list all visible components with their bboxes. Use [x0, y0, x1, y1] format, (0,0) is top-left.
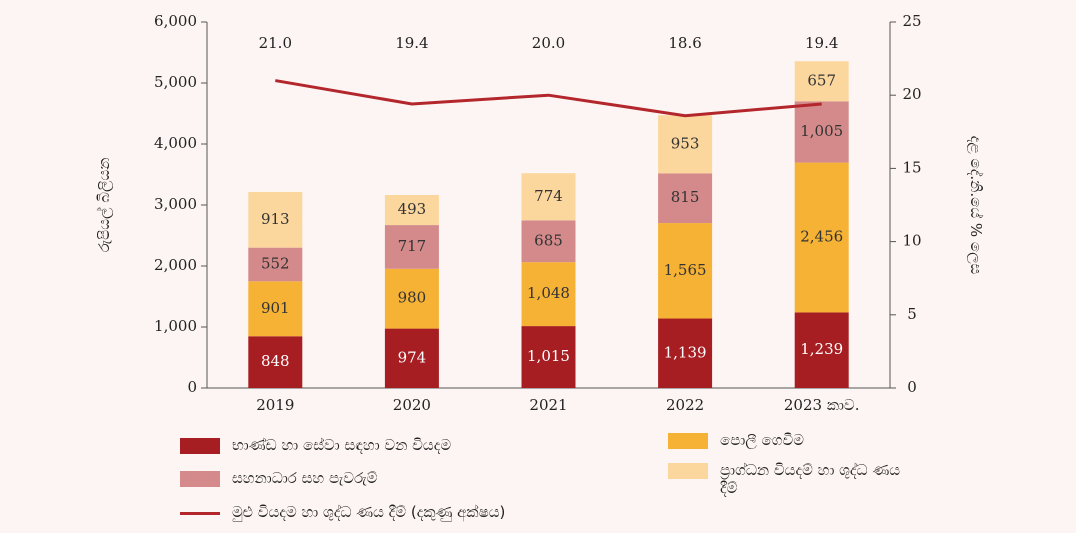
bar-segment: [384, 328, 439, 388]
legend-item: භාණ්ඩ හා සේවා සඳහා වන වියදම: [180, 436, 451, 454]
x-tick-label: 2020: [393, 396, 431, 414]
y2-tick-label: 0: [907, 378, 917, 396]
legend-swatch: [668, 433, 708, 449]
x-tick-label: 2023 කාව.: [784, 396, 860, 414]
bar-label: 1,565: [664, 261, 707, 279]
bar-segment: [794, 162, 849, 313]
bar-label: 1,048: [527, 284, 570, 302]
bar-segment: [248, 191, 303, 248]
y-axis-title: රුපියල් බිලියන: [95, 158, 113, 253]
y2-tick-label: 5: [907, 305, 917, 323]
y2-axis-title: දළ දේ.නි.යේ % ලෙස: [967, 136, 985, 275]
bar-segment: [248, 247, 303, 282]
bar-label: 717: [398, 237, 427, 255]
bar-label: 1,005: [800, 122, 843, 140]
legend-item: ප්‍රාග්ධන වියදම් හා ශුද්ධ ණය දීම්: [668, 461, 918, 497]
bar-label: 657: [807, 71, 836, 89]
bar-segment: [658, 115, 713, 174]
legend-item: පොලී ගෙවීම: [668, 431, 804, 449]
line-label: 19.4: [395, 34, 428, 52]
y2-tick-label: 20: [902, 85, 921, 103]
bar-label: 953: [671, 134, 700, 152]
bar-label: 913: [261, 210, 290, 228]
bar-segment: [794, 101, 849, 163]
bar-label: 685: [534, 231, 563, 249]
bar-segment: [521, 173, 576, 221]
line-label: 20.0: [532, 34, 565, 52]
bar-segment: [521, 326, 576, 388]
y-tick-label: 2,000: [154, 256, 197, 274]
legend-swatch: [180, 438, 220, 454]
bar-label: 774: [534, 187, 563, 205]
y-tick-label: 4,000: [154, 134, 197, 152]
bar-segment: [794, 312, 849, 388]
bar-label: 2,456: [800, 228, 843, 246]
bar-segment: [384, 225, 439, 269]
y-tick-label: 0: [187, 378, 197, 396]
x-tick-label: 2022: [666, 396, 704, 414]
line-label: 18.6: [668, 34, 701, 52]
bar-label: 815: [671, 188, 700, 206]
legend-swatch: [180, 471, 220, 487]
bar-segment: [521, 262, 576, 327]
legend-label: භාණ්ඩ හා සේවා සඳහා වන වියදම: [232, 436, 452, 454]
legend-label: මුළු වියදම හා ශුද්ධ ණය දීම් (දකුණු අක්ෂය…: [232, 503, 506, 521]
bar-label: 980: [398, 289, 427, 307]
y2-tick-label: 10: [902, 232, 921, 250]
legend-swatch: [180, 512, 220, 515]
bar-segment: [521, 220, 576, 263]
bar-label: 901: [261, 299, 290, 317]
bar-segment: [384, 194, 439, 226]
y2-tick-label: 15: [902, 158, 921, 176]
legend-label: පොලී ගෙවීම: [720, 431, 805, 449]
bar-label: 974: [398, 348, 427, 366]
legend-label: ප්‍රාග්ධන වියදම් හා ශුද්ධ ණය දීම්: [720, 461, 901, 497]
legend-item: මුළු වියදම හා ශුද්ධ ණය දීම් (දකුණු අක්ෂය…: [180, 503, 505, 521]
y2-tick-label: 25: [902, 12, 921, 30]
bar-label: 1,015: [527, 347, 570, 365]
line-label: 19.4: [805, 34, 838, 52]
y-tick-label: 3,000: [154, 195, 197, 213]
bar-label: 1,239: [800, 340, 843, 358]
y-tick-label: 6,000: [154, 12, 197, 30]
bar-label: 552: [261, 254, 290, 272]
legend-item: සහනාධාර සහ පැවරුම්: [180, 469, 377, 487]
bar-segment: [248, 336, 303, 388]
x-tick-label: 2019: [256, 396, 294, 414]
bar-label: 1,139: [664, 343, 707, 361]
legend-swatch: [668, 463, 708, 479]
y-tick-label: 1,000: [154, 317, 197, 335]
bar-segment: [658, 173, 713, 224]
bar-segment: [248, 281, 303, 337]
y-tick-label: 5,000: [154, 73, 197, 91]
line: [275, 79, 822, 118]
bar-label: 848: [261, 352, 290, 370]
legend-label: සහනාධාර සහ පැවරුම්: [232, 469, 378, 487]
bar-segment: [794, 61, 849, 102]
line-label: 21.0: [259, 34, 292, 52]
bar-segment: [658, 223, 713, 319]
x-tick-label: 2021: [529, 396, 567, 414]
bar-segment: [384, 268, 439, 329]
bar-label: 493: [398, 200, 427, 218]
bar-segment: [658, 318, 713, 388]
